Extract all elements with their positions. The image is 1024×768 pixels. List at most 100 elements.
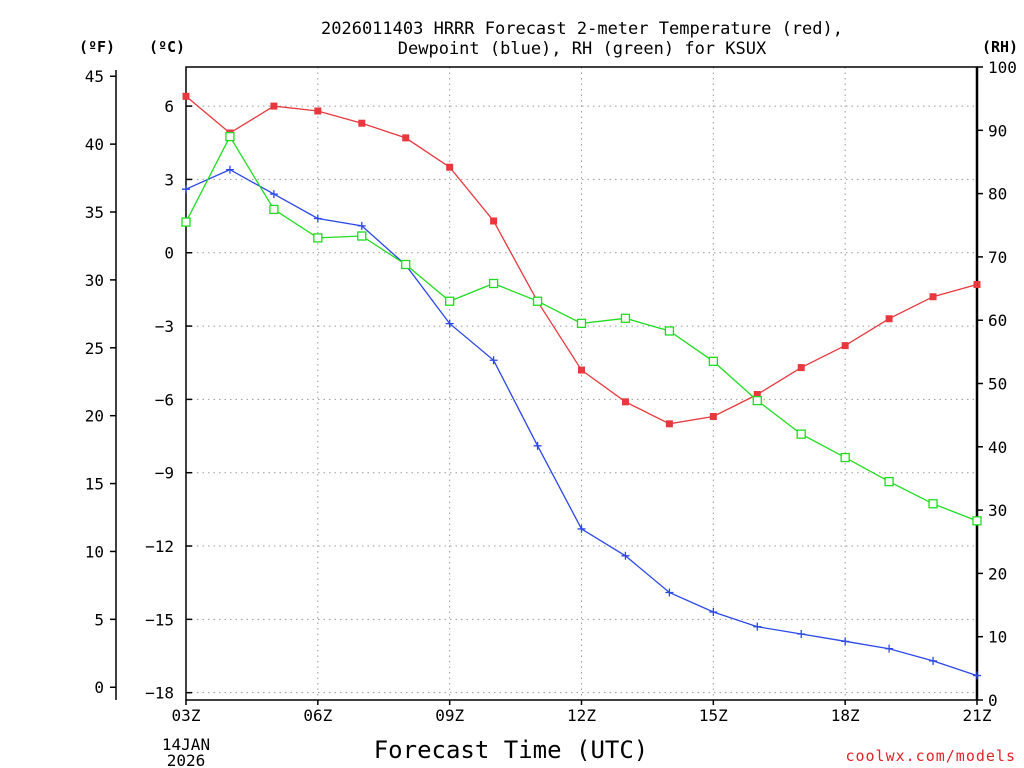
- rh-tick-label: 40: [988, 438, 1007, 457]
- fahrenheit-tick-label: 35: [85, 203, 104, 222]
- dewpoint-point: [621, 551, 630, 560]
- grid-lines: [186, 67, 977, 700]
- dewpoint-point: [973, 671, 981, 680]
- fahrenheit-tick-label: 10: [85, 542, 104, 561]
- rh-point: [972, 516, 982, 526]
- x-tick-label: 21Z: [963, 706, 992, 725]
- rh-point: [488, 278, 499, 289]
- x-date-label-2: 2026: [167, 751, 206, 768]
- fahrenheit-tick-label: 5: [94, 610, 104, 629]
- dewpoint-point: [182, 185, 190, 194]
- fahrenheit-tick-label: 30: [85, 271, 104, 290]
- fahrenheit-tick-label: 20: [85, 407, 104, 426]
- rh-point: [357, 231, 367, 241]
- rh-point: [840, 452, 850, 463]
- celsius-tick-label: −3: [155, 317, 174, 336]
- rh-point: [752, 395, 762, 406]
- chart-title-line-1: 2026011403 HRRR Forecast 2-meter Tempera…: [321, 19, 843, 39]
- 2-meter-temperature-point: [797, 364, 805, 372]
- celsius-tick-label: −12: [145, 537, 174, 556]
- 2-meter-temperature-point: [182, 92, 190, 100]
- rh-tick-label: 80: [988, 185, 1007, 204]
- rh-point: [708, 356, 718, 366]
- 2-meter-temperature-point: [841, 342, 849, 350]
- rh-point: [445, 296, 455, 306]
- celsius-tick-label: 3: [164, 170, 174, 189]
- 2-meter-temperature-point: [358, 119, 366, 127]
- rh-point: [532, 296, 543, 306]
- rh-tick-label: 50: [988, 375, 1007, 394]
- dewpoint-point: [709, 608, 718, 617]
- 2-meter-temperature-point: [709, 412, 717, 420]
- dewpoint-point: [665, 588, 674, 597]
- 2-meter-temperature-point: [665, 420, 673, 428]
- chart-title-line-2: Dewpoint (blue), RH (green) for KSUX: [398, 39, 767, 59]
- celsius-tick-label: 0: [164, 244, 174, 263]
- rh-point: [884, 476, 894, 487]
- dewpoint-point: [533, 441, 542, 450]
- x-tick-label: 06Z: [303, 706, 332, 725]
- 2-meter-temperature-point: [490, 217, 498, 225]
- dewpoint-point: [841, 637, 850, 646]
- credit-text: coolwx.com/models: [845, 747, 1016, 765]
- 2-meter-temperature-point: [973, 281, 981, 289]
- x-date-label-1: 14JAN: [162, 735, 210, 754]
- rh-tick-label: 60: [988, 311, 1007, 330]
- x-tick-label: 03Z: [172, 706, 201, 725]
- rh-tick-label: 70: [988, 248, 1007, 267]
- fahrenheit-tick-label: 15: [85, 475, 104, 494]
- rh-point: [620, 313, 631, 323]
- rh-point: [269, 204, 279, 215]
- rh-point: [313, 233, 323, 243]
- rh-tick-label: 100: [988, 58, 1017, 77]
- axis-ticks: 03Z 06Z 09Z 12Z 15Z 18Z 21Z630−3−6−9−12−15−184…: [85, 58, 1017, 725]
- dewpoint-point: [489, 356, 498, 365]
- dewpoint-point: [445, 319, 454, 328]
- dewpoint-point: [577, 524, 586, 533]
- rh-point: [664, 326, 675, 336]
- x-tick-label: 18Z: [831, 706, 860, 725]
- fahrenheit-tick-label: 25: [85, 339, 104, 358]
- celsius-tick-label: −6: [155, 390, 174, 409]
- celsius-tick-label: −15: [145, 610, 174, 629]
- 2-meter-temperature-point: [402, 134, 410, 142]
- dewpoint-point: [313, 214, 322, 223]
- rh-point: [225, 131, 235, 142]
- 2-meter-temperature-point: [314, 107, 322, 115]
- 2-meter-temperature-point: [446, 163, 454, 171]
- rh-tick-label: 20: [988, 564, 1007, 583]
- dewpoint-point: [357, 221, 366, 230]
- fahrenheit-unit-label: (ºF): [79, 38, 115, 56]
- 2-meter-temperature-point: [578, 366, 585, 374]
- 2-meter-temperature-point: [621, 398, 629, 406]
- rh-unit-label: (RH): [982, 38, 1018, 56]
- dewpoint-point: [753, 622, 762, 631]
- dewpoint-point: [929, 656, 938, 665]
- rh-point: [401, 259, 411, 270]
- rh-tick-label: 90: [988, 121, 1007, 140]
- celsius-tick-label: 6: [164, 97, 174, 116]
- celsius-tick-label: −9: [155, 464, 174, 483]
- celsius-tick-label: −18: [145, 684, 174, 703]
- rh-point: [576, 318, 587, 329]
- 2-meter-temperature-point: [753, 390, 761, 398]
- rh-point: [928, 499, 938, 509]
- rh-point: [796, 429, 806, 439]
- 2-meter-temperature-point: [885, 315, 893, 323]
- dewpoint-point: [885, 644, 894, 653]
- data-series: [181, 92, 982, 680]
- 2-meter-temperature-point: [929, 293, 937, 301]
- x-tick-label: 15Z: [699, 706, 728, 725]
- celsius-unit-label: (ºC): [149, 38, 185, 56]
- dewpoint-point: [797, 630, 806, 639]
- x-axis-label: Forecast Time (UTC): [374, 736, 649, 764]
- rh-tick-label: 0: [988, 691, 998, 710]
- fahrenheit-tick-label: 45: [85, 67, 104, 86]
- fahrenheit-tick-label: 40: [85, 135, 104, 154]
- dewpoint-point: [225, 165, 234, 174]
- rh-tick-label: 30: [988, 501, 1007, 520]
- x-tick-label: 09Z: [435, 706, 464, 725]
- dewpoint-line: [185, 168, 978, 677]
- rh-point: [181, 217, 191, 227]
